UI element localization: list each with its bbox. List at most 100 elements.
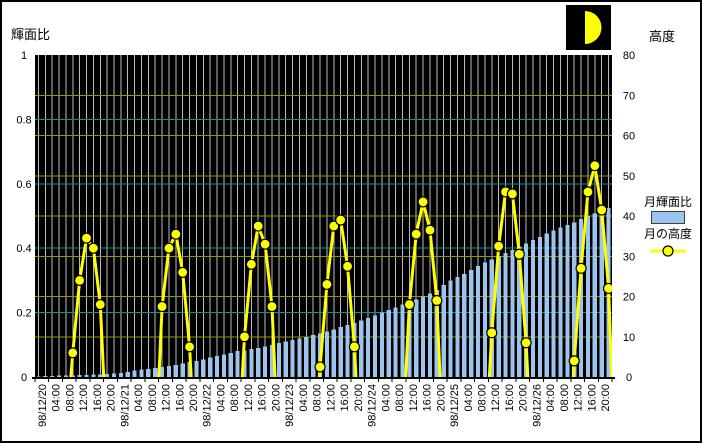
moon-altitude-marker	[506, 188, 518, 200]
x-axis-tick-label: 16:00	[257, 384, 269, 412]
moon-altitude-marker	[493, 240, 505, 252]
moon-altitude-marker	[486, 327, 498, 339]
left-axis-tick-label: 0.4	[16, 243, 31, 255]
left-axis-tick-label: 1	[21, 50, 27, 62]
first-quarter-moon-glyph	[585, 11, 602, 44]
right-axis-tick-label: 70	[623, 90, 635, 102]
moon-fraction-bar	[544, 233, 549, 377]
moon-fraction-bar	[530, 240, 536, 377]
x-axis-tick-label: 98/12/22	[202, 384, 214, 427]
x-axis-tick-label: 20:00	[106, 384, 118, 412]
moon-fraction-bar	[235, 351, 240, 377]
moon-fraction-bar	[400, 304, 405, 377]
moon-fraction-bar	[469, 270, 474, 377]
x-axis-tick-label: 08:00	[229, 384, 241, 412]
left-axis-tick-label: 0.6	[16, 179, 31, 191]
x-axis-tick-label: 12:00	[490, 384, 502, 412]
moon-fraction-bar	[311, 335, 316, 377]
moon-altitude-marker	[252, 220, 264, 232]
x-axis	[32, 377, 615, 382]
moon-fraction-bar	[366, 318, 371, 377]
moon-fraction-bar	[592, 213, 597, 377]
x-axis-tick-label: 04:00	[463, 384, 475, 412]
moon-fraction-bar	[105, 374, 110, 377]
x-axis-tick-label: 98/12/23	[284, 384, 296, 427]
moon-fraction-bar	[510, 249, 515, 377]
moon-fraction-bar	[214, 356, 220, 377]
moon-fraction-bar	[441, 285, 446, 377]
moon-altitude-marker	[410, 228, 422, 240]
moon-fraction-bar	[304, 336, 309, 377]
x-axis-tick-label: 98/12/25	[449, 384, 461, 427]
x-axis-tick-label: 16:00	[174, 384, 186, 412]
moon-fraction-bar	[379, 312, 384, 377]
moon-fraction-bar	[201, 359, 206, 377]
x-axis-tick-label: 98/12/20	[37, 384, 49, 427]
right-axis-tick-label: 30	[623, 251, 635, 263]
moon-fraction-bar	[372, 315, 378, 377]
moon-fraction-bar	[263, 346, 268, 377]
moon-altitude-marker	[348, 341, 361, 353]
moon-fraction-bar	[407, 301, 412, 377]
moon-fraction-bar	[242, 350, 247, 377]
moon-altitude-marker	[431, 294, 443, 307]
x-axis-tick-label: 08:00	[559, 384, 571, 412]
left-axis-tick-label: 0.2	[16, 308, 31, 320]
x-axis-tick-label: 12:00	[243, 384, 255, 412]
moon-fraction-bar	[276, 343, 281, 377]
moon-altitude-marker	[602, 282, 612, 295]
moon-fraction-bar	[125, 371, 130, 377]
moon-fraction-bar	[475, 265, 481, 377]
x-axis-tick-label: 08:00	[64, 384, 76, 412]
moon-altitude-marker	[80, 232, 93, 244]
moon-fraction-bar	[503, 253, 508, 377]
x-axis-tick-label: 04:00	[133, 384, 145, 412]
moon-altitude-marker	[266, 300, 278, 313]
moon-altitude-marker	[513, 248, 525, 260]
x-axis-tick-label: 98/12/24	[367, 384, 379, 427]
moon-fraction-bar	[572, 222, 577, 377]
moon-fraction-bar	[578, 219, 584, 377]
right-axis-title: 高度	[649, 29, 676, 44]
moon-fraction-bar	[448, 280, 453, 377]
moon-altitude-marker	[156, 300, 168, 313]
moon-fraction-bar	[146, 368, 151, 377]
moon-altitude-marker	[87, 242, 99, 254]
moon-altitude-marker	[245, 258, 257, 270]
x-axis-tick-labels: 98/12/20 04:00 08:00 12:00 16:00 20:00 98/12/2…	[37, 384, 612, 427]
moon-fraction-bar	[84, 375, 89, 377]
x-axis-tick-label: 20:00	[188, 384, 200, 412]
moon-fraction-bar	[551, 230, 556, 377]
moon-fraction-bar	[50, 376, 55, 377]
moon-fraction-bar	[455, 277, 460, 377]
moon-fraction-bar	[482, 262, 488, 377]
moon-fraction-bar	[345, 324, 350, 377]
x-axis-tick-label: 20:00	[435, 384, 447, 412]
x-axis-tick-label: 04:00	[545, 384, 557, 412]
moon-fraction-bar	[139, 369, 144, 377]
moon-fraction-bar	[386, 310, 391, 377]
moon-fraction-bar	[56, 375, 62, 377]
moon-fraction-bar	[585, 216, 591, 377]
legend-label-moon-fraction: 月輝面比	[643, 195, 692, 209]
x-axis-tick-label: 04:00	[215, 384, 227, 412]
moon-altitude-marker	[424, 224, 436, 236]
moon-fraction-bar	[43, 376, 48, 377]
moon-altitude-marker	[94, 298, 106, 311]
moon-fraction-bar	[194, 360, 199, 377]
moon-altitude-marker	[575, 262, 587, 274]
moon-fraction-bar	[228, 352, 233, 377]
x-axis-tick-label: 16:00	[504, 384, 516, 412]
moon-fraction-bar	[558, 227, 563, 377]
moon-altitude-marker	[582, 186, 594, 198]
x-axis-tick-label: 12:00	[161, 384, 173, 412]
moon-altitude-marker	[183, 341, 196, 353]
moon-fraction-bar	[173, 364, 178, 377]
moon-fraction-bar	[208, 357, 213, 377]
moon-fraction-bar	[421, 296, 426, 377]
left-axis-title: 輝面比	[11, 27, 51, 42]
moon-altitude-marker	[403, 298, 415, 311]
legend-line-marker-icon	[650, 245, 686, 257]
